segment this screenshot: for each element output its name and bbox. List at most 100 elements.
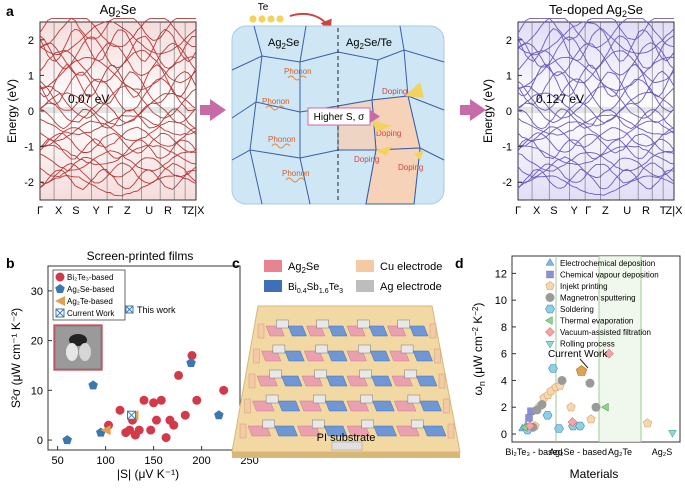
legend-marker-mark xyxy=(55,308,65,318)
scatter-chart-b: Screen-printed films 50 100 150 200 25001020… xyxy=(9,249,259,481)
ag2se-leg xyxy=(299,400,322,412)
point-6 xyxy=(567,417,578,427)
ag-electrode xyxy=(407,394,421,404)
band-curve xyxy=(517,144,675,165)
legend-label-bisbte: Bi0.4Sb1.6Te3 xyxy=(288,282,343,295)
ag-electrode xyxy=(313,394,326,404)
band-curve xyxy=(39,17,196,41)
doping-label: Doping xyxy=(398,163,423,172)
doping-label: Doping xyxy=(376,129,401,138)
ag-electrode xyxy=(315,344,328,354)
cu-electrode xyxy=(438,373,446,389)
band-curve xyxy=(39,132,197,154)
k-point-label: R xyxy=(164,205,172,217)
cu-electrode xyxy=(248,373,256,389)
cu-electrode xyxy=(253,348,260,364)
band-ytick-label: 1 xyxy=(28,70,34,82)
k-point-label: U xyxy=(145,205,153,217)
higher-s-arrow-icon xyxy=(370,110,380,123)
schematic-right-label: Ag2Se/Te xyxy=(346,37,392,51)
band-curve xyxy=(517,35,675,70)
chart-b-title: Screen-printed films xyxy=(87,249,194,263)
bisbte-leg xyxy=(325,400,348,412)
y-tick-label: 0 xyxy=(501,429,507,441)
k-point-label: Z|X xyxy=(666,205,684,217)
y-tick-label: 2 xyxy=(501,402,507,414)
k-point-label: Z xyxy=(602,205,609,217)
panel-label-c: c xyxy=(232,255,240,271)
band-curve xyxy=(39,56,197,91)
band-curve xyxy=(39,92,197,127)
this-work-annotation: This work xyxy=(125,305,176,315)
band-ytick-label: 2 xyxy=(28,35,34,47)
device-legend: Ag2Se Cu electrode Bi0.4Sb1.6Te3 Ag elec… xyxy=(264,260,442,295)
band-curve xyxy=(39,71,197,105)
point-4 xyxy=(548,364,558,373)
te-dot xyxy=(249,15,257,23)
point-2 xyxy=(100,425,111,436)
band-curve xyxy=(39,17,197,48)
band-curve xyxy=(39,162,197,185)
bisbte-leg xyxy=(284,350,305,362)
pi-substrate-label: PI substrate xyxy=(317,432,376,444)
k-point-label: S xyxy=(72,205,79,217)
current-work-arrow-icon xyxy=(579,358,589,369)
band-curve xyxy=(517,175,675,196)
band-ytick-label: 0 xyxy=(28,106,34,118)
legend-label: Electrochemical deposition xyxy=(560,259,655,268)
ag-electrode xyxy=(272,344,286,354)
point-6 xyxy=(525,421,535,431)
point-7 xyxy=(668,430,677,438)
legend-label: Rolling process xyxy=(560,340,615,349)
bisbte-leg xyxy=(287,325,307,337)
legend-label: Soldering xyxy=(560,305,594,314)
band-curve xyxy=(517,132,675,154)
category-label: Ag₂Se - based xyxy=(549,447,607,457)
band-curve xyxy=(517,138,675,160)
band-curve xyxy=(39,138,197,160)
point-4 xyxy=(554,424,564,433)
point-0 xyxy=(169,420,179,430)
band-curve xyxy=(39,150,197,172)
bisbte-leg xyxy=(416,375,438,387)
k-point-label: Γ xyxy=(585,205,591,217)
bisbte-leg xyxy=(373,425,397,437)
doped-grain xyxy=(365,147,421,205)
schematic-left-label: Ag2Se xyxy=(268,37,299,51)
bisbte-leg xyxy=(371,375,393,387)
point-3-mark xyxy=(127,410,136,420)
cu-electrode xyxy=(429,323,437,339)
legend-swatch-ag2se xyxy=(264,260,282,272)
point-1 xyxy=(62,435,72,445)
point-0 xyxy=(115,405,125,415)
band-curve xyxy=(517,168,675,190)
k-point-label: Γ xyxy=(107,205,113,217)
k-point-label: X xyxy=(533,205,541,217)
bisbte-leg xyxy=(368,325,388,337)
chart-d-ylabel: ωn (μW cm−2 K−2) xyxy=(471,303,487,396)
ag2se-leg xyxy=(346,400,369,412)
band-curve xyxy=(517,156,675,179)
current-work-label: Current Work xyxy=(548,349,608,360)
chart-b-ylabel: S²σ (μW cm⁻¹ K⁻²) xyxy=(9,308,23,408)
band-curve xyxy=(517,85,675,119)
k-point-label: Γ xyxy=(37,205,43,217)
y-tick-label: 6 xyxy=(501,349,507,361)
band-curve xyxy=(39,144,197,166)
point-3 xyxy=(557,375,567,385)
band-ytick-label: 0 xyxy=(506,106,512,118)
ag2se-leg xyxy=(393,400,417,412)
band-curve xyxy=(39,49,197,84)
ag2se-leg xyxy=(387,325,407,337)
point-3 xyxy=(585,378,595,388)
ag-electrode xyxy=(262,419,275,429)
phonon-label: Phonon xyxy=(262,97,290,106)
legend-marker xyxy=(55,272,65,282)
band-ytick-label: -1 xyxy=(502,142,512,154)
legend-swatch-ag xyxy=(356,280,374,292)
legend-marker xyxy=(545,327,555,337)
band-curve xyxy=(517,70,675,105)
x-tick-label: 50 xyxy=(51,455,63,467)
y-tick-label: 12 xyxy=(495,268,507,280)
ag-electrode xyxy=(314,369,327,379)
